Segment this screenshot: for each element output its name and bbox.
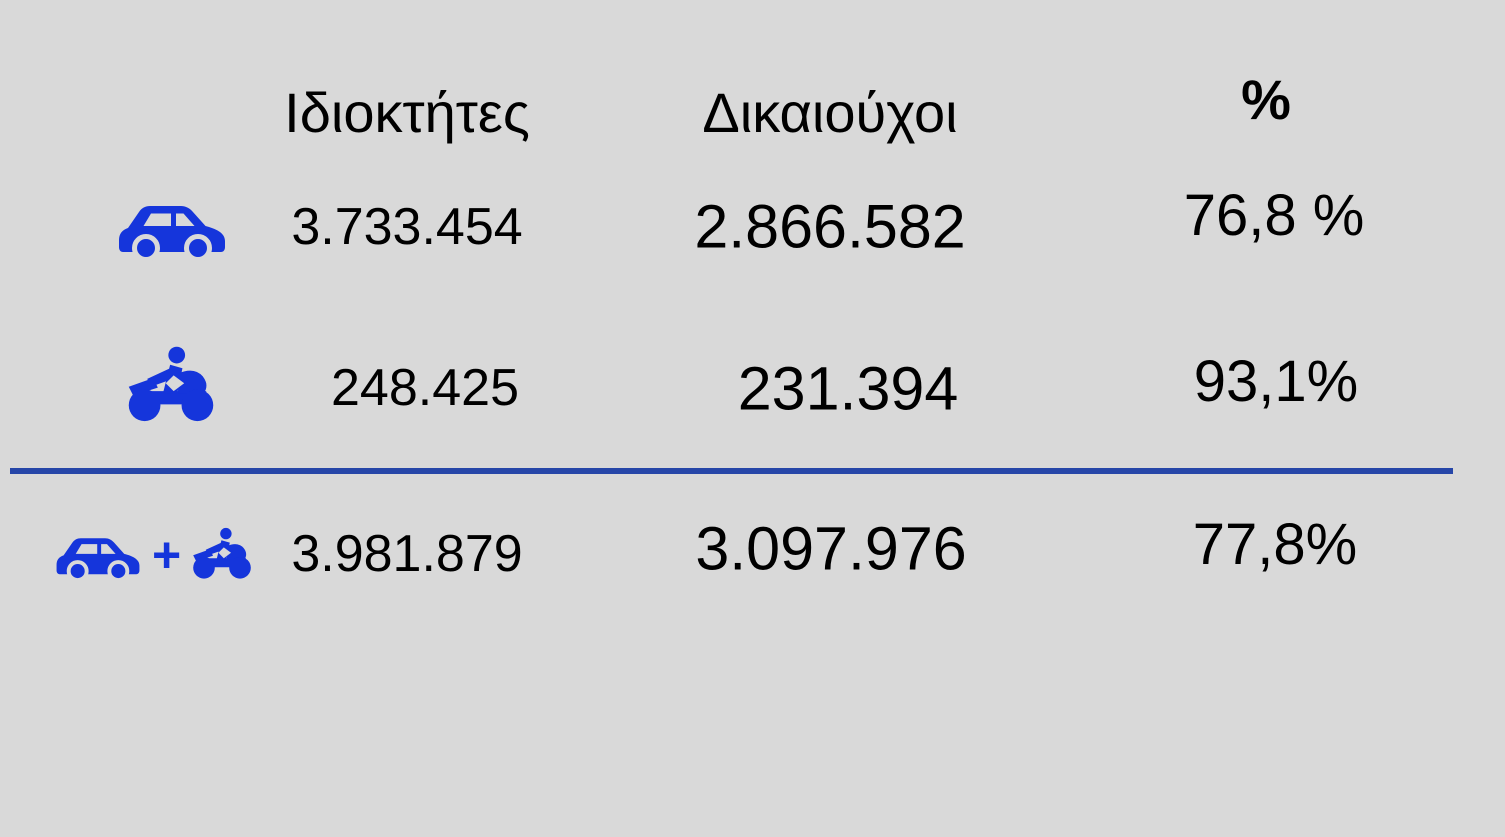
plus-sign: + xyxy=(152,527,182,583)
cell-motorcycles-beneficiaries: 231.394 xyxy=(737,354,959,423)
motorcycle-icon xyxy=(192,523,252,585)
column-header-beneficiaries: Δικαιούχοι xyxy=(702,81,958,144)
cell-cars-beneficiaries: 2.866.582 xyxy=(694,192,966,261)
column-header-owners: Ιδιοκτήτες xyxy=(284,81,530,144)
motorcycle-icon xyxy=(127,345,215,425)
cell-total-percent: 77,8% xyxy=(1192,512,1358,577)
cell-motorcycles-percent: 93,1% xyxy=(1193,349,1359,414)
car-icon xyxy=(55,532,141,582)
total-divider-line xyxy=(10,468,1453,474)
column-header-percent: % xyxy=(1241,68,1291,131)
car-icon xyxy=(117,198,227,262)
cell-motorcycles-owners: 248.425 xyxy=(331,359,519,417)
car-plus-motorcycle-icon: + xyxy=(55,524,252,590)
cell-total-beneficiaries: 3.097.976 xyxy=(695,514,967,583)
cell-cars-owners: 3.733.454 xyxy=(291,198,523,256)
cell-cars-percent: 76,8 % xyxy=(1183,183,1365,248)
cell-total-owners: 3.981.879 xyxy=(291,525,523,583)
